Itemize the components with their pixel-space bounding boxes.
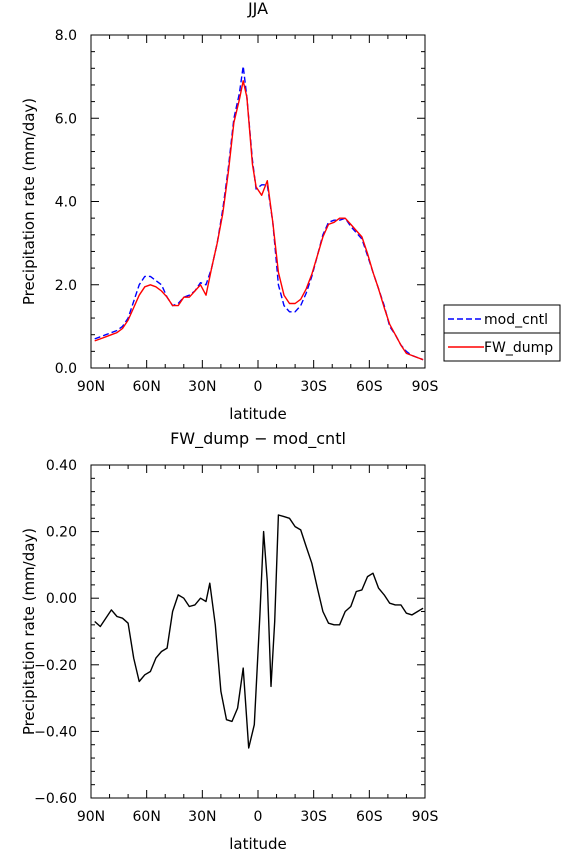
x-tick-label: 30S [300,379,327,395]
x-axis-label: latitude [229,835,287,851]
x-tick-label: 30N [188,379,216,395]
chart-panel-1: 90N 60N 30N 0 30S 60S 90S 0.0 2.0 4.0 6.0 8.0 JJA lat… [20,0,561,423]
legend: mod_cntl FW_dump [443,304,561,362]
x-tick-label: 90N [77,379,105,395]
y-tick-label: 0.00 [46,591,77,607]
y-tick-label: 0.0 [55,361,77,377]
x-tick-label: 90S [412,809,439,825]
x-tick-label: 0 [254,809,263,825]
x-tick-label: 0 [254,379,263,395]
y-axis-label: Precipitation rate (mm/day) [20,528,38,735]
x-axis-label: latitude [229,405,287,423]
y-tick-label: 0.40 [46,458,77,474]
y-tick-label: 0.20 [46,525,77,541]
series-line-FW_dump [94,80,424,361]
y-tick-label: 4.0 [55,195,77,211]
chart-panel-2: 90N 60N 30N 0 30S 60S 90S −0.60 −0.40 −0.20 0.00 0.… [20,429,438,851]
y-axis-label: Precipitation rate (mm/day) [20,98,38,305]
series-line-series-1 [94,514,424,749]
y-tick-label: 6.0 [55,111,77,127]
y-tick-label: 2.0 [55,278,77,294]
legend-label: mod_cntl [484,312,548,328]
y-tick-label: −0.20 [34,658,77,674]
x-tick-label: 90N [77,809,105,825]
x-tick-label: 60S [356,379,383,395]
x-tick-label: 90S [412,379,439,395]
x-tick-label: 30N [188,809,216,825]
x-tick-label: 60N [133,379,161,395]
chart-title: FW_dump − mod_cntl [170,429,346,449]
legend-label: FW_dump [484,340,553,356]
chart-title: JJA [247,0,268,18]
y-tick-label: 8.0 [55,28,77,44]
x-tick-label: 60S [356,809,383,825]
x-tick-label: 60N [133,809,161,825]
y-tick-label: −0.60 [34,791,77,807]
x-tick-label: 30S [300,809,327,825]
y-tick-label: −0.40 [34,724,77,740]
plot-frame [90,464,426,799]
plot-frame [90,34,426,369]
series-line-mod_cntl [94,65,424,361]
